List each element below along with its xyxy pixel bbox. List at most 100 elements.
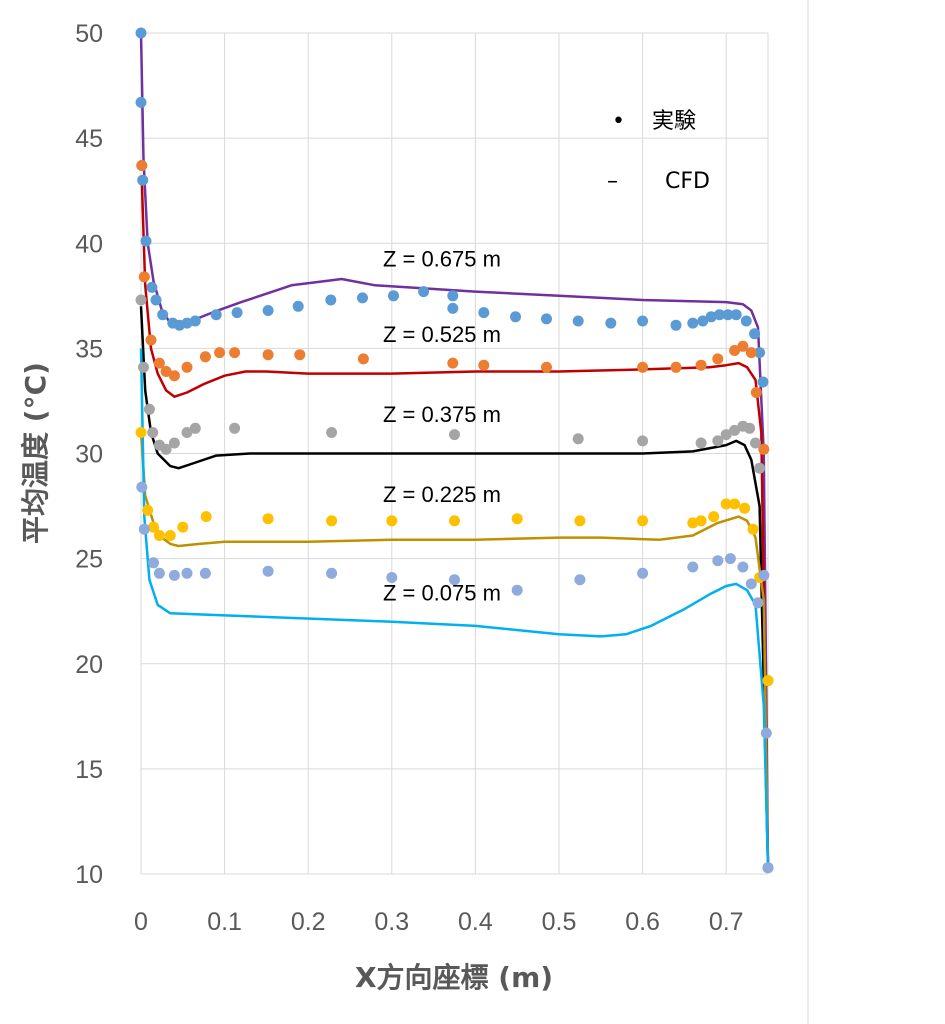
exp-point-series-2	[135, 294, 147, 306]
exp-point-series-0	[262, 305, 274, 316]
y-tick-label: 40	[75, 230, 103, 258]
exp-point-series-2	[168, 437, 180, 449]
x-tick-label: 0.2	[291, 908, 326, 936]
series-labels: Z = 0.675 m Z = 0.525 m Z = 0.375 m Z = 0.2…	[383, 246, 501, 605]
exp-point-series-4	[745, 578, 757, 590]
exp-point-series-0	[754, 347, 766, 359]
y-tick-label: 30	[75, 441, 103, 469]
cfd-line-series-0	[139, 32, 770, 868]
exp-point-series-0	[189, 315, 201, 327]
exp-point-series-0	[135, 96, 147, 108]
exp-point-series-3	[739, 502, 751, 514]
exp-point-series-2	[744, 422, 756, 434]
series-label-0: Z = 0.675 m	[383, 246, 501, 271]
exp-point-series-0	[140, 235, 152, 247]
exp-point-series-0	[447, 302, 459, 314]
exp-point-series-2	[326, 427, 338, 438]
exp-point-series-1	[294, 349, 306, 361]
exp-point-series-3	[142, 504, 154, 516]
exp-point-series-0	[146, 281, 158, 293]
exp-point-series-1	[712, 353, 724, 365]
exp-point-series-0	[749, 328, 761, 340]
exp-point-series-1	[181, 361, 193, 373]
exp-point-series-3	[511, 513, 523, 525]
exp-point-series-1	[670, 361, 682, 373]
exp-point-series-4	[153, 567, 165, 579]
exp-point-series-1	[357, 353, 369, 365]
exp-point-series-3	[720, 498, 732, 510]
exp-point-series-4	[148, 557, 159, 569]
exp-point-series-2	[449, 429, 460, 441]
exp-point-series-3	[164, 530, 176, 541]
x-tick-label: 0.3	[374, 908, 409, 936]
exp-point-series-3	[386, 515, 398, 527]
exp-point-series-4	[758, 569, 770, 581]
exp-point-series-3	[148, 521, 159, 533]
exp-point-series-0	[231, 307, 243, 319]
exp-point-series-3	[200, 511, 212, 523]
exp-point-series-3	[637, 515, 649, 527]
x-tick-label: 0.1	[207, 908, 242, 936]
exp-point-series-2	[181, 427, 193, 438]
exp-point-series-1	[729, 345, 741, 356]
exp-point-series-2	[160, 443, 172, 455]
exp-point-series-3	[695, 515, 707, 527]
exp-point-series-3	[262, 513, 274, 525]
exp-point-series-0	[210, 309, 222, 321]
exp-point-series-4	[724, 553, 736, 565]
exp-point-series-3	[449, 515, 460, 527]
exp-point-series-1	[199, 351, 211, 363]
exp-point-series-0	[447, 290, 459, 302]
exp-point-series-3	[135, 427, 147, 438]
y-tick-label: 10	[75, 861, 103, 889]
series-label-3: Z = 0.225 m	[383, 482, 501, 507]
exp-point-series-0	[137, 174, 149, 186]
exp-point-series-0	[697, 315, 709, 327]
exp-point-series-4	[762, 862, 774, 874]
exp-point-series-2	[695, 437, 707, 449]
exp-point-series-0	[687, 317, 699, 329]
exp-point-series-4	[574, 574, 586, 586]
legend-marker-cfd: –	[607, 169, 618, 194]
exp-point-series-1	[168, 370, 180, 382]
exp-point-series-4	[712, 555, 724, 567]
y-tick-label: 25	[75, 546, 103, 574]
exp-point-series-2	[712, 435, 724, 447]
exp-point-series-0	[757, 376, 769, 388]
exp-point-series-4	[449, 574, 460, 586]
exp-point-series-3	[747, 523, 759, 535]
exp-point-series-0	[541, 313, 552, 325]
exp-point-series-0	[388, 290, 399, 302]
experiment-points	[135, 27, 774, 874]
exp-point-series-3	[326, 515, 338, 527]
exp-point-series-0	[325, 294, 337, 306]
exp-point-series-0	[605, 317, 617, 329]
exp-point-series-4	[138, 523, 150, 535]
exp-point-series-0	[670, 319, 682, 331]
exp-point-series-1	[478, 359, 490, 371]
exp-point-series-4	[168, 569, 180, 581]
exp-point-series-3	[153, 530, 165, 541]
exp-point-series-4	[262, 565, 274, 577]
exp-point-series-2	[147, 427, 159, 438]
exp-point-series-4	[181, 567, 193, 579]
exp-point-series-4	[637, 567, 649, 579]
series-label-1: Z = 0.525 m	[383, 322, 501, 347]
exp-point-series-1	[447, 357, 459, 369]
exp-point-series-4	[199, 567, 211, 579]
x-tick-label: 0	[134, 908, 148, 936]
exp-point-series-1	[214, 347, 226, 359]
exp-point-series-1	[745, 347, 757, 359]
exp-point-series-2	[720, 429, 732, 441]
exp-point-series-0	[722, 309, 734, 321]
y-tick-label: 45	[75, 125, 103, 153]
exp-point-series-3	[177, 521, 189, 533]
exp-point-series-0	[740, 315, 752, 327]
series-label-2: Z = 0.375 m	[383, 402, 501, 427]
tick-labels: 0 0.1 0.2 0.3 0.4 0.5 0.6 0.7 10 15 20 25 30 35 40 45 50	[75, 20, 743, 936]
exp-point-series-1	[541, 361, 552, 373]
exp-point-series-0	[730, 309, 742, 321]
exp-point-series-0	[357, 292, 368, 304]
